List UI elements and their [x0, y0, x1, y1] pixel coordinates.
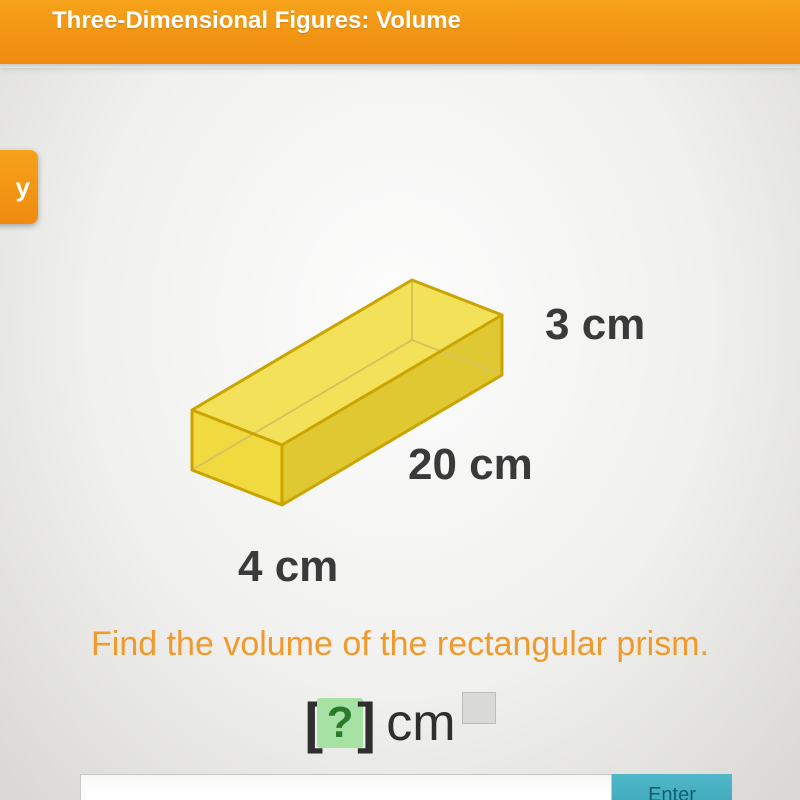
header-bar: Three-Dimensional Figures: Volume — [0, 0, 800, 64]
exponent-box[interactable] — [462, 692, 496, 724]
instruction-text: Find the volume of the rectangular prism… — [0, 625, 800, 664]
bracket-right: ] — [357, 691, 376, 754]
input-row: Enter — [80, 774, 732, 800]
content-area: 3 cm 20 cm 4 cm Find the volume of the r… — [0, 80, 800, 800]
answer-display: [?] cm — [0, 690, 800, 755]
dim-label-height: 3 cm — [545, 300, 645, 350]
unit-label: cm — [386, 694, 455, 752]
dim-label-width: 4 cm — [238, 542, 338, 592]
header-divider — [0, 64, 800, 68]
page-title: Three-Dimensional Figures: Volume — [0, 0, 800, 40]
answer-input[interactable] — [80, 774, 612, 800]
dim-label-length: 20 cm — [408, 440, 533, 490]
enter-button[interactable]: Enter — [612, 774, 732, 800]
